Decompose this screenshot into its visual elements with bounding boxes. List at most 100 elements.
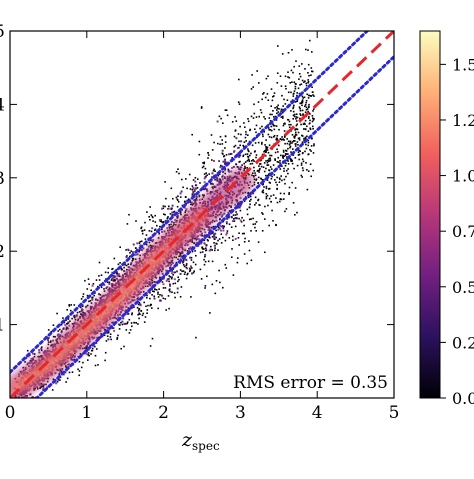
density-point — [308, 103, 310, 106]
density-point — [153, 295, 155, 298]
density-point — [282, 124, 285, 127]
density-point — [237, 133, 240, 135]
density-point — [272, 123, 274, 125]
density-point — [91, 296, 94, 299]
density-point — [249, 163, 252, 165]
density-point — [311, 86, 313, 88]
density-point — [270, 129, 273, 132]
density-point — [194, 263, 197, 266]
density-point — [209, 312, 211, 314]
density-point — [193, 241, 196, 244]
density-point — [298, 139, 301, 141]
density-point — [211, 172, 214, 175]
density-point — [162, 205, 165, 207]
density-point — [165, 197, 167, 200]
x-tick-label: 4 — [312, 403, 323, 423]
density-point — [243, 241, 246, 243]
density-point — [280, 116, 283, 118]
density-point — [98, 279, 101, 281]
density-point — [250, 198, 252, 201]
density-point — [238, 232, 240, 234]
density-point — [278, 177, 281, 179]
density-point — [199, 242, 202, 245]
density-point — [276, 201, 279, 204]
density-point — [267, 99, 270, 101]
density-point — [247, 149, 249, 152]
density-point — [191, 185, 194, 187]
density-point — [40, 385, 42, 387]
density-point — [248, 240, 250, 242]
density-point — [157, 291, 159, 294]
density-point — [308, 74, 310, 77]
density-point — [159, 299, 162, 302]
density-point — [171, 204, 174, 207]
density-point — [221, 213, 224, 216]
density-point — [218, 227, 221, 230]
density-point — [286, 159, 289, 161]
density-point — [202, 165, 205, 168]
density-point — [166, 278, 169, 281]
density-point — [283, 135, 286, 137]
density-point — [299, 109, 302, 112]
density-point — [146, 312, 148, 314]
density-point — [295, 113, 298, 115]
density-point — [222, 225, 225, 228]
density-point — [234, 237, 237, 240]
density-point — [251, 74, 253, 76]
density-point — [107, 271, 109, 274]
density-point — [194, 180, 197, 183]
density-point — [128, 213, 130, 216]
density-point — [190, 296, 192, 298]
density-point — [214, 170, 216, 172]
density-point — [200, 106, 203, 108]
density-point — [222, 171, 224, 174]
density-point — [160, 279, 162, 281]
density-point — [255, 179, 257, 181]
density-point — [197, 245, 200, 248]
density-point — [217, 142, 219, 145]
density-point — [130, 262, 133, 265]
density-point — [278, 181, 281, 183]
density-point — [42, 385, 44, 388]
density-point — [294, 140, 296, 142]
density-point — [185, 208, 188, 211]
density-point — [222, 160, 225, 163]
density-point — [292, 106, 295, 108]
density-point — [265, 160, 267, 162]
density-point — [231, 220, 234, 223]
density-point — [283, 198, 285, 200]
density-point — [287, 118, 289, 121]
density-point — [77, 368, 79, 371]
density-point — [157, 307, 159, 310]
density-point — [307, 144, 309, 147]
density-point — [260, 178, 263, 180]
density-point — [237, 101, 240, 103]
density-point — [266, 146, 269, 149]
density-point — [225, 221, 228, 224]
density-point — [131, 260, 134, 262]
density-point — [247, 134, 249, 136]
density-point — [149, 219, 151, 221]
density-point — [160, 294, 163, 297]
density-point — [29, 360, 32, 362]
density-point — [293, 81, 296, 83]
density-point — [305, 101, 307, 104]
density-point — [291, 99, 294, 101]
density-point — [304, 105, 306, 108]
density-point — [299, 75, 302, 78]
density-point — [81, 353, 84, 356]
density-point — [116, 336, 119, 339]
density-point — [213, 244, 216, 247]
density-point — [294, 101, 297, 103]
density-point — [202, 248, 204, 250]
density-point — [176, 205, 179, 208]
density-point — [259, 127, 261, 130]
density-point — [289, 146, 291, 149]
density-point — [118, 324, 121, 326]
density-point — [305, 108, 308, 111]
density-point — [144, 316, 147, 318]
density-point — [201, 232, 203, 235]
density-point — [268, 129, 270, 131]
density-point — [80, 313, 82, 315]
density-point — [303, 81, 305, 83]
